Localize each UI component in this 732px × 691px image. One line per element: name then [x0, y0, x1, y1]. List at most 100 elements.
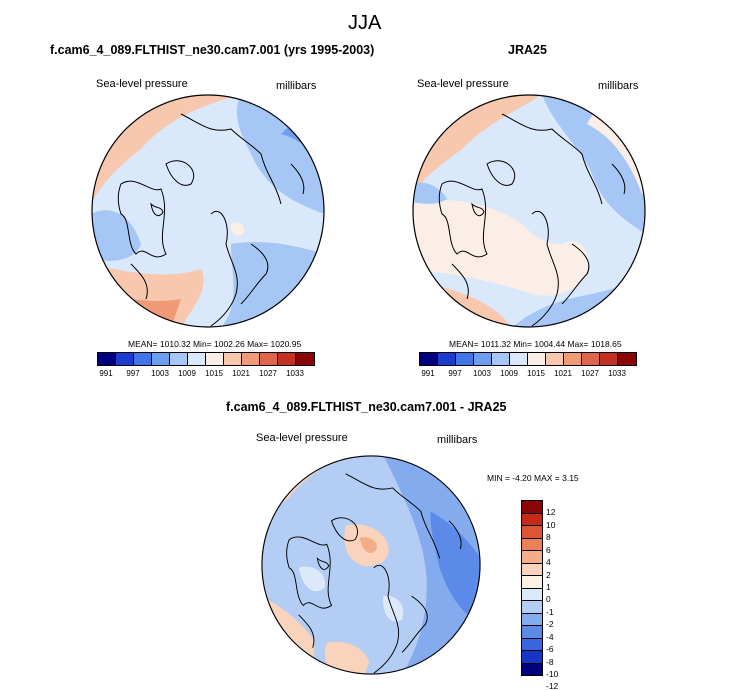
panel3-colorbar-tick-label: 4 — [546, 557, 551, 568]
panel3-colorbar-swatch — [522, 601, 542, 614]
panel2-colorbar-swatch — [492, 353, 510, 365]
panel2-polar-map — [412, 94, 646, 328]
panel3-field-blue-east — [383, 455, 481, 675]
panel1-colorbar-swatch — [170, 353, 188, 365]
panel2-colorbar-ticks: 991 997 1003 1009 1015 1021 1027 1033 — [419, 369, 635, 379]
panel1-colorbar-tick-label: 1021 — [232, 369, 250, 378]
panel2-field-warm-band — [413, 200, 589, 296]
panel2-field-blue-west — [413, 182, 447, 204]
panel1-colorbar-tick-label: 1009 — [178, 369, 196, 378]
panel1-field-blue-south — [221, 242, 324, 327]
panel3-variable-label: Sea-level pressure — [256, 432, 348, 444]
panel2-colorbar-swatch — [438, 353, 456, 365]
figure-title: JJA — [348, 12, 382, 34]
panel2-colorbar-tick-label: 997 — [448, 369, 462, 378]
panel3-field-warm-south — [324, 641, 370, 675]
panel1-colorbar-swatch — [278, 353, 296, 365]
panel3-colorbar-swatch — [522, 588, 542, 601]
panel2-map-border — [412, 94, 646, 328]
panel2-colorbar-swatch — [600, 353, 618, 365]
panel2-colorbar-tick-label: 1021 — [554, 369, 572, 378]
panel1-colorbar-swatch — [242, 353, 260, 365]
panel1-colorbar-ticks: 991 997 1003 1009 1015 1021 1027 1033 — [97, 369, 313, 379]
panel3-colorbar-swatch — [522, 663, 542, 675]
panel3-colorbar-ticks: 12 10 8 6 4 2 1 0 -1 -2 -4 -6 -8 -10 -12 — [546, 500, 576, 691]
panel2-colorbar-swatch — [456, 353, 474, 365]
panel2-colorbar-swatch — [582, 353, 600, 365]
panel3-coastlines — [286, 473, 462, 674]
panel3-colorbar-tick-label: -1 — [546, 606, 554, 617]
panel1-colorbar-swatch — [260, 353, 278, 365]
panel2-colorbar-swatch — [420, 353, 438, 365]
panel2-colorbar-swatch — [564, 353, 582, 365]
panel1-colorbar-swatch — [152, 353, 170, 365]
panel1-colorbar-tick-label: 1033 — [286, 369, 304, 378]
panel1-colorbar-swatch — [206, 353, 224, 365]
panel1-stats: MEAN= 1010.32 Min= 1002.26 Max= 1020.95 — [128, 339, 302, 349]
panel2-colorbar-swatch — [474, 353, 492, 365]
panel1-field-warm-patch — [230, 222, 245, 236]
panel3-colorbar-tick-label: -2 — [546, 619, 554, 630]
panel3-colorbar-tick-label: -4 — [546, 631, 554, 642]
panel2-coastlines — [438, 113, 626, 327]
panel1-colorbar-tick-label: 997 — [126, 369, 140, 378]
panel3-colorbar-tick-label: 0 — [546, 594, 551, 605]
panel3-colorbar-swatch — [522, 551, 542, 564]
panel3-colorbar-tick-label: -10 — [546, 669, 559, 679]
panel2-colorbar-tick-label: 1027 — [581, 369, 599, 378]
panel3-colorbar-tick-label: -6 — [546, 644, 554, 655]
panel3-colorbar-tick-label: 1 — [546, 582, 551, 592]
panel2-title: JRA25 — [508, 43, 547, 57]
panel3-field-neutral-patch — [298, 566, 326, 592]
panel1-coastlines — [117, 113, 305, 327]
panel3-colorbar-tick-label: 6 — [546, 544, 551, 555]
panel1-colorbar-tick-label: 1003 — [151, 369, 169, 378]
panel1-colorbar-tick-label: 1027 — [259, 369, 277, 378]
panel2-colorbar-tick-label: 1003 — [473, 369, 491, 378]
panel2-colorbar-swatch — [618, 353, 636, 365]
panel3-colorbar-tick-label: -12 — [546, 681, 559, 691]
panel3-colorbar-swatch — [522, 576, 542, 589]
panel3-colorbar-swatch — [522, 651, 542, 664]
panel3-colorbar-swatch — [522, 563, 542, 576]
panel2-variable-label: Sea-level pressure — [417, 78, 509, 90]
panel1-variable-label: Sea-level pressure — [96, 78, 188, 90]
panel3-colorbar-swatch — [522, 513, 542, 526]
panel3-title: f.cam6_4_089.FLTHIST_ne30.cam7.001 - JRA… — [226, 400, 507, 414]
panel3-polar-map — [261, 455, 481, 675]
panel2-colorbar-swatch — [528, 353, 546, 365]
panel3-colorbar-tick-label: 12 — [546, 507, 556, 518]
panel3-map-border — [261, 455, 481, 675]
panel3-colorbar-tick-label: 2 — [546, 569, 551, 580]
panel3-stats: MIN = -4.20 MAX = 3.15 — [487, 473, 579, 483]
panel1-units-label: millibars — [276, 80, 317, 92]
panel3-colorbar — [521, 500, 543, 676]
panel3-colorbar-swatch — [522, 626, 542, 639]
panel3-colorbar-tick-label: 10 — [546, 519, 556, 530]
panel2-colorbar-tick-label: 1009 — [500, 369, 518, 378]
panel3-colorbar-swatch — [522, 538, 542, 551]
panel1-colorbar-swatch — [296, 353, 314, 365]
panel1-polar-map — [91, 94, 325, 328]
panel1-colorbar-swatch — [224, 353, 242, 365]
panel1-colorbar-tick-label: 991 — [99, 369, 113, 378]
panel2-colorbar-tick-label: 1015 — [527, 369, 545, 378]
panel2-colorbar-tick-label: 1033 — [608, 369, 626, 378]
panel2-units-label: millibars — [598, 80, 639, 92]
panel1-colorbar-swatch — [116, 353, 134, 365]
panel1-colorbar — [97, 352, 315, 366]
panel2-colorbar-swatch — [546, 353, 564, 365]
panel3-colorbar-tick-label: -8 — [546, 656, 554, 667]
panel3-field-blue-east-deep — [430, 511, 481, 625]
panel1-colorbar-swatch — [188, 353, 206, 365]
panel2-colorbar — [419, 352, 637, 366]
panel1-title: f.cam6_4_089.FLTHIST_ne30.cam7.001 (yrs … — [50, 43, 375, 57]
panel1-map-border — [91, 94, 325, 328]
panel3-colorbar-swatch — [522, 501, 542, 514]
panel3-field-warm-center-deep — [359, 537, 377, 553]
panel2-colorbar-tick-label: 991 — [421, 369, 435, 378]
panel2-colorbar-swatch — [510, 353, 528, 365]
panel3-field-neutral-patch-2 — [383, 595, 404, 622]
panel1-colorbar-swatch — [134, 353, 152, 365]
panel3-colorbar-swatch — [522, 613, 542, 626]
